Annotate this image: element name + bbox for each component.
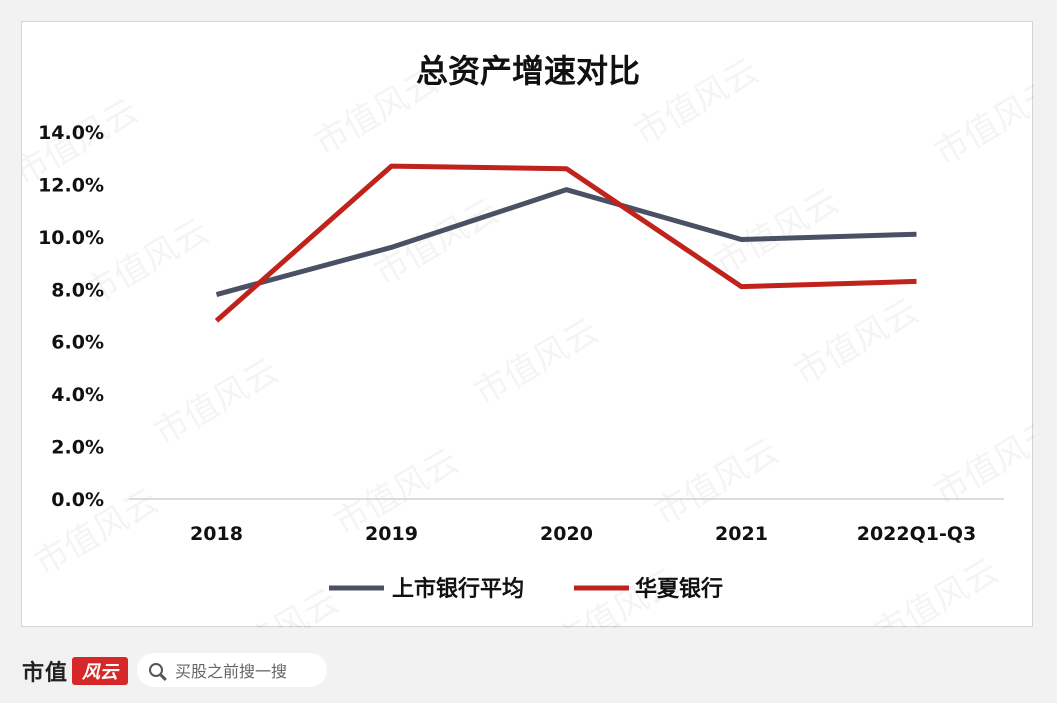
- series-line-1: [214, 163, 917, 323]
- chart-card: 市值风云 市值风云 市值风云 市值风云 市值风云 市值风云 市值风云 市值风云 市值风云 市值风云…: [21, 21, 1034, 628]
- x-tick-label: 2019: [365, 523, 418, 545]
- y-tick-label: 8.0%: [51, 279, 104, 301]
- data-point: [389, 245, 394, 250]
- y-tick-label: 12.0%: [38, 174, 104, 196]
- search-icon: [149, 663, 163, 677]
- brand-logo[interactable]: 市值 风云: [22, 655, 129, 687]
- footer-bar: 市值 风云 买股之前搜一搜: [0, 645, 1057, 695]
- watermark-text: 市值风云: [648, 431, 786, 534]
- data-point: [914, 232, 919, 237]
- legend-label-1: 华夏银行: [635, 576, 723, 602]
- y-tick-label: 2.0%: [51, 437, 104, 459]
- x-tick-label: 2021: [715, 523, 768, 545]
- chart-title: 总资产增速对比: [416, 52, 640, 90]
- legend-label-0: 上市银行平均: [392, 576, 524, 602]
- watermark-text: 市值风云: [368, 191, 506, 294]
- search-placeholder: 买股之前搜一搜: [175, 662, 288, 681]
- watermark-text: 市值风云: [788, 291, 926, 394]
- brand-stamp: 风云: [72, 657, 129, 685]
- y-tick-label: 6.0%: [51, 332, 104, 354]
- x-tick-label: 2020: [540, 523, 593, 545]
- y-tick-label: 4.0%: [51, 384, 104, 406]
- watermark-text: 市值风云: [628, 51, 766, 154]
- x-tick-label: 2018: [190, 523, 243, 545]
- watermark-text: 市值风云: [468, 311, 606, 414]
- watermark-text: 市值风云: [148, 351, 286, 454]
- data-point: [214, 318, 219, 323]
- data-point: [739, 237, 744, 242]
- series-line-0: [215, 187, 917, 297]
- y-tick-label: 0.0%: [51, 489, 104, 511]
- y-tick-label: 14.0%: [38, 122, 104, 144]
- search-box[interactable]: 买股之前搜一搜: [137, 653, 327, 687]
- brand-name: 市值: [22, 660, 69, 686]
- data-point: [389, 164, 394, 169]
- y-tick-label: 10.0%: [38, 227, 104, 249]
- data-point: [564, 166, 569, 171]
- watermark-text: 市值风云: [208, 581, 346, 628]
- watermark-text: 市值风云: [868, 551, 1006, 628]
- watermark-text: 市值风云: [708, 181, 846, 284]
- watermark-text: 市值风云: [928, 71, 1034, 174]
- data-point: [564, 187, 569, 192]
- data-point: [914, 279, 919, 284]
- data-point: [214, 292, 219, 297]
- x-tick-label: 2022Q1-Q3: [857, 523, 977, 545]
- data-point: [739, 284, 744, 289]
